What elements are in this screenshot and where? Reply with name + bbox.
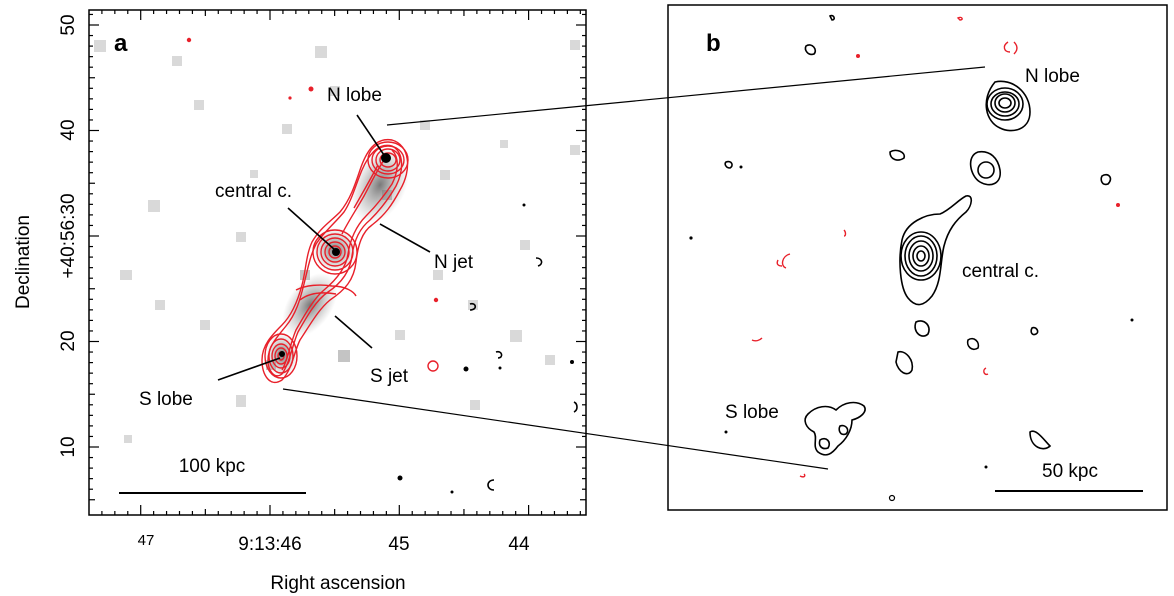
panel-b-frame bbox=[667, 4, 1168, 511]
panel-a-y-tick-labels: 10 20 +40:56:30 40 50 bbox=[58, 14, 79, 457]
scale-bar-b-label: 50 kpc bbox=[1042, 461, 1098, 482]
y-tick-label: +40:56:30 bbox=[58, 193, 79, 278]
panel-a-label: a bbox=[114, 30, 128, 57]
panel-a: 10 20 +40:56:30 40 50 47 9:13:46 45 44 D… bbox=[13, 9, 587, 594]
x-tick-label: 44 bbox=[508, 534, 530, 555]
y-tick-label: 20 bbox=[58, 330, 79, 351]
x-tick-label: 9:13:46 bbox=[238, 534, 301, 555]
panel-b-label: b bbox=[706, 30, 721, 57]
panel-b-red-contours bbox=[751, 16, 1018, 478]
y-axis-title: Declination bbox=[13, 215, 34, 309]
panel-b-black-contours bbox=[724, 14, 1112, 456]
annotation-b-n-lobe: N lobe bbox=[1025, 66, 1080, 87]
panel-b: b bbox=[667, 4, 1168, 511]
x-axis-title: Right ascension bbox=[270, 573, 405, 594]
panel-a-frame bbox=[88, 9, 587, 516]
panel-a-ticks bbox=[89, 10, 586, 515]
panel-a-red-spots bbox=[186, 37, 439, 303]
annotation-central: central c. bbox=[215, 181, 292, 202]
panel-a-red-contours bbox=[261, 138, 439, 384]
panel-b-red-spots bbox=[856, 54, 1120, 207]
connector-lines bbox=[282, 66, 986, 470]
y-tick-label: 50 bbox=[58, 14, 79, 35]
panel-a-black-contours bbox=[469, 257, 578, 491]
annotation-n-jet: N jet bbox=[434, 252, 474, 273]
y-tick-label: 10 bbox=[58, 436, 79, 457]
x-tick-label: 45 bbox=[388, 534, 409, 555]
y-tick-label: 40 bbox=[58, 119, 79, 140]
panel-b-black-spots bbox=[689, 165, 1134, 469]
annotation-s-jet: S jet bbox=[370, 366, 409, 387]
annotation-b-central: central c. bbox=[962, 261, 1039, 282]
annotation-b-s-lobe: S lobe bbox=[725, 402, 779, 423]
scale-bar-a-label: 100 kpc bbox=[179, 456, 246, 477]
x-tick-label: 47 bbox=[138, 532, 155, 549]
panel-a-annotation-lines bbox=[217, 114, 431, 381]
annotation-n-lobe: N lobe bbox=[327, 85, 382, 106]
annotation-s-lobe: S lobe bbox=[139, 389, 193, 410]
panel-a-x-tick-labels: 47 9:13:46 45 44 bbox=[138, 532, 530, 555]
panel-a-black-spots bbox=[397, 203, 574, 494]
